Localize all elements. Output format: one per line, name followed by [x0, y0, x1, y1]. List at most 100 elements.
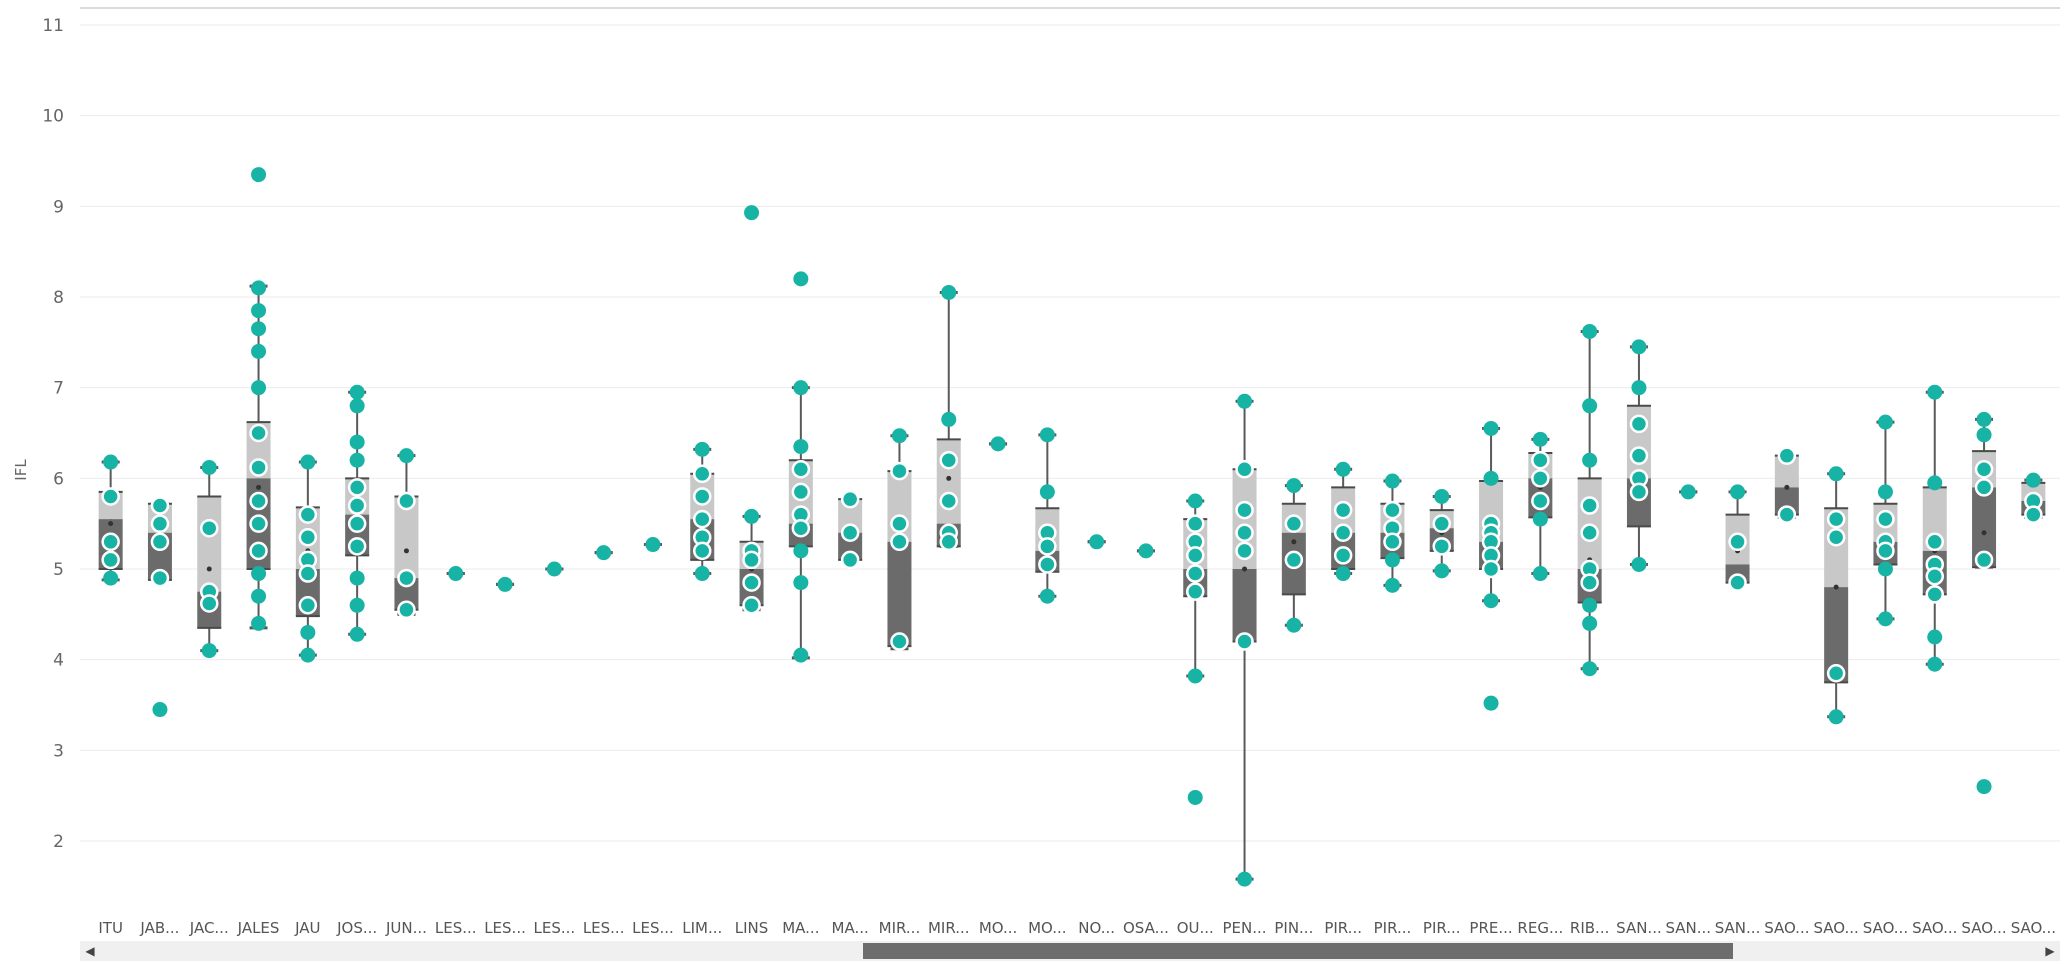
- data-point: [251, 380, 267, 396]
- x-category-label[interactable]: ITU: [98, 919, 123, 937]
- data-point: [1434, 488, 1450, 504]
- x-category-label[interactable]: JAB...: [139, 919, 179, 937]
- x-category-label[interactable]: SAO...: [1912, 919, 1957, 937]
- data-point: [349, 597, 365, 613]
- x-category-label[interactable]: NO...: [1078, 919, 1115, 937]
- data-point: [1235, 500, 1254, 520]
- scroll-thumb[interactable]: [863, 943, 1733, 959]
- x-category-label[interactable]: MA...: [832, 919, 869, 937]
- x-category-label[interactable]: REG...: [1517, 919, 1563, 937]
- x-category-label[interactable]: LIM...: [682, 919, 722, 937]
- data-point: [397, 568, 416, 588]
- data-point: [101, 550, 120, 570]
- data-point: [1974, 478, 1994, 497]
- x-category-label[interactable]: JOS...: [336, 919, 377, 937]
- x-axis-categories[interactable]: ITU JAB... JAC... JALES JAU JOS... JUN... LES..…: [98, 919, 2067, 937]
- x-category-label[interactable]: MIR...: [879, 919, 921, 937]
- x-category-label[interactable]: JALES: [237, 919, 280, 937]
- data-point: [1925, 567, 1944, 586]
- box-group: [147, 496, 172, 718]
- x-category-label[interactable]: MIR...: [928, 919, 970, 937]
- data-point: [349, 384, 365, 400]
- x-category-label[interactable]: PRE...: [1469, 919, 1512, 937]
- x-category-label[interactable]: SAN...: [1715, 919, 1761, 937]
- x-category-label[interactable]: PIN...: [1274, 919, 1313, 937]
- box-group: [594, 545, 613, 561]
- x-category-label[interactable]: LES...: [435, 919, 477, 937]
- data-point: [1333, 546, 1353, 565]
- x-category-label[interactable]: OSA...: [1123, 919, 1169, 937]
- data-point: [1826, 509, 1846, 529]
- data-point: [150, 532, 170, 552]
- data-point: [1089, 534, 1105, 550]
- x-category-label[interactable]: JUN...: [385, 919, 427, 937]
- x-category-label[interactable]: SAO...: [1813, 919, 1858, 937]
- data-point: [1434, 563, 1450, 579]
- data-point: [1631, 380, 1647, 396]
- data-point: [1580, 496, 1599, 515]
- mean-marker: [256, 484, 262, 490]
- x-category-label[interactable]: LES...: [484, 919, 526, 937]
- x-category-label[interactable]: LES...: [632, 919, 674, 937]
- x-category-label[interactable]: JAU: [294, 919, 320, 937]
- data-point: [1187, 493, 1203, 509]
- box-group: [1873, 414, 1898, 627]
- data-point: [1235, 523, 1254, 542]
- horizontal-scrollbar[interactable]: ◀ ▶: [80, 941, 2060, 961]
- box-group: [2021, 472, 2046, 524]
- x-category-label[interactable]: MO...: [979, 919, 1017, 937]
- data-point: [201, 643, 217, 659]
- data-point: [1876, 509, 1895, 529]
- data-point: [791, 460, 811, 479]
- data-point: [1582, 661, 1598, 677]
- x-category-label[interactable]: SAO...: [1764, 919, 1809, 937]
- x-category-label[interactable]: PIR...: [1423, 919, 1461, 937]
- x-category-label[interactable]: LES...: [583, 919, 625, 937]
- x-category-label[interactable]: SAO...: [2011, 919, 2056, 937]
- x-category-label[interactable]: MA...: [782, 919, 819, 937]
- x-category-label[interactable]: SAN...: [1665, 919, 1711, 937]
- data-point: [249, 514, 268, 533]
- data-point: [742, 573, 761, 592]
- data-point: [1582, 398, 1598, 414]
- data-point: [1580, 573, 1599, 592]
- data-point: [1976, 427, 1992, 443]
- data-point: [939, 491, 958, 511]
- x-category-label[interactable]: SAN...: [1616, 919, 1662, 937]
- box-group: [1232, 393, 1257, 887]
- x-category-label[interactable]: SAO...: [1863, 919, 1908, 937]
- x-category-label[interactable]: RIB...: [1570, 919, 1609, 937]
- scroll-left-icon[interactable]: ◀: [85, 944, 95, 958]
- data-point: [349, 452, 365, 468]
- x-category-label[interactable]: LINS: [735, 919, 769, 937]
- box-group: [246, 167, 271, 631]
- data-point: [742, 550, 761, 570]
- y-tick-label: 7: [53, 379, 64, 399]
- box-group: [1774, 446, 1799, 524]
- box-group: [295, 454, 320, 663]
- data-point: [1186, 546, 1205, 565]
- data-point: [1728, 532, 1747, 552]
- box-group: [1679, 484, 1698, 500]
- data-point: [1532, 511, 1548, 527]
- data-point: [791, 518, 811, 538]
- data-point: [1335, 566, 1351, 582]
- data-point: [1629, 482, 1649, 502]
- data-point: [1384, 552, 1400, 568]
- scroll-right-icon[interactable]: ▶: [2045, 944, 2055, 958]
- data-point: [397, 600, 416, 620]
- x-category-label[interactable]: PIR...: [1374, 919, 1412, 937]
- data-point: [1828, 466, 1844, 482]
- x-category-label[interactable]: PEN...: [1223, 919, 1267, 937]
- x-category-label[interactable]: PIR...: [1324, 919, 1362, 937]
- data-point: [150, 568, 170, 588]
- data-point: [1333, 523, 1353, 542]
- data-point: [101, 532, 120, 552]
- data-point: [298, 564, 318, 583]
- x-category-label[interactable]: SAO...: [1961, 919, 2006, 937]
- gridlines: [80, 7, 2060, 842]
- x-category-label[interactable]: JAC...: [189, 919, 229, 937]
- x-category-label[interactable]: LES...: [534, 919, 576, 937]
- x-category-label[interactable]: MO...: [1028, 919, 1066, 937]
- x-category-label[interactable]: OU...: [1177, 919, 1214, 937]
